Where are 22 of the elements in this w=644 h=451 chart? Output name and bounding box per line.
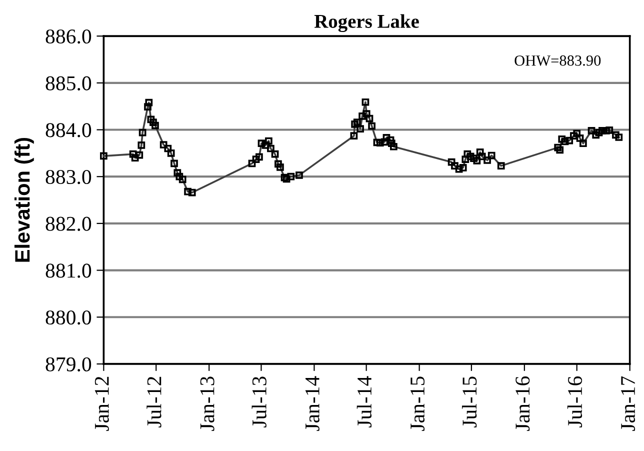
x-tick-label: Jan-12 xyxy=(94,376,109,431)
y-tick-label: 884.0 xyxy=(46,123,92,138)
chart-title: Rogers Lake xyxy=(314,14,419,32)
y-tick-label: 883.0 xyxy=(46,170,92,184)
y-tick-label: 880.0 xyxy=(46,310,92,325)
x-tick-label: Jul-16 xyxy=(567,376,582,428)
x-tick-label: Jan-13 xyxy=(200,376,214,431)
x-tick-label: Jul-13 xyxy=(252,376,266,428)
y-tick-label: 881.0 xyxy=(46,264,92,278)
x-tick-label: Jan-16 xyxy=(516,376,530,431)
y-tick-label: 885.0 xyxy=(46,76,92,90)
x-tick-label: Jan-17 xyxy=(621,376,636,431)
annotation: OHW=883.90 xyxy=(514,55,601,66)
x-tick-label: Jul-14 xyxy=(356,376,372,428)
y-axis-title: Elevation (ft) xyxy=(14,138,34,262)
y-tick-label: 879.0 xyxy=(46,357,92,372)
x-tick-label: Jul-15 xyxy=(462,376,477,428)
x-tick-label: Jul-12 xyxy=(146,376,162,428)
x-tick-label: Jan-15 xyxy=(410,376,425,431)
x-tick-label: Jan-14 xyxy=(305,376,320,431)
y-tick-label: 886.0 xyxy=(46,29,92,44)
y-tick-label: 882.0 xyxy=(46,216,92,231)
